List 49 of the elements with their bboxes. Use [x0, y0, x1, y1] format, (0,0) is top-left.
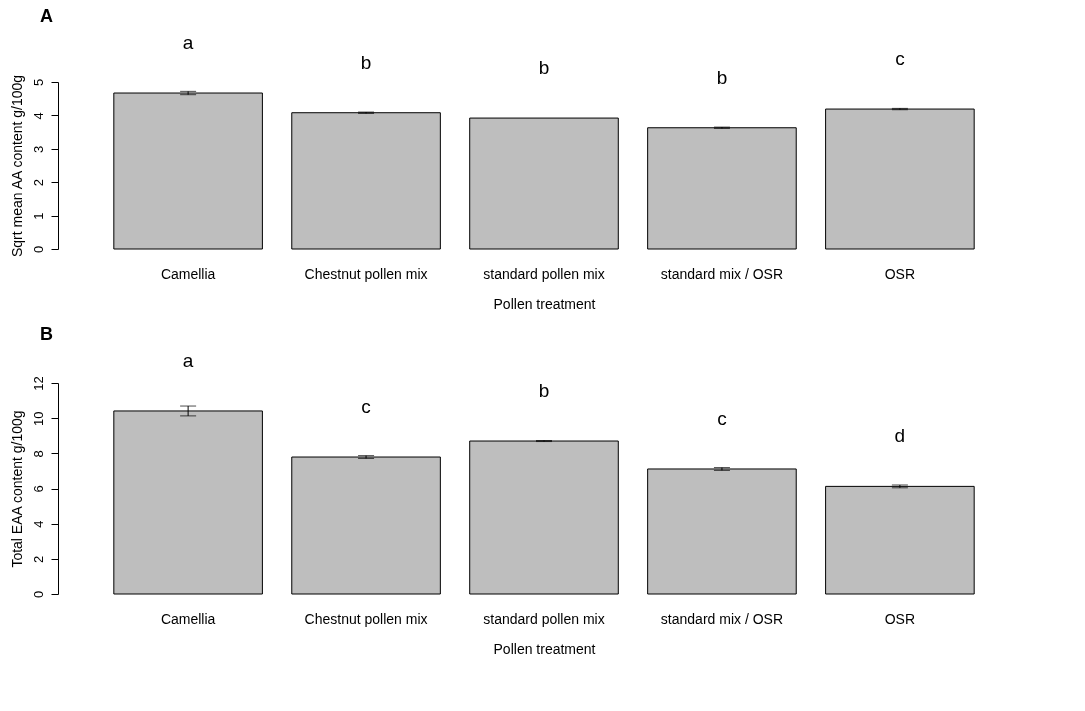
- y-tick-label: 6: [30, 485, 46, 493]
- x-axis-title: Pollen treatment: [493, 640, 596, 657]
- y-axis-title: Total EAA content g/100g: [8, 410, 25, 568]
- x-tick-label: Camellia: [160, 265, 216, 282]
- bar: [825, 485, 975, 595]
- bar: [113, 410, 263, 595]
- y-tick-label: 1: [30, 212, 46, 220]
- text: b: [360, 51, 372, 73]
- y-tick-label: 5: [30, 78, 46, 87]
- annotation: b: [716, 66, 728, 88]
- y-tick-label: 4: [30, 112, 46, 120]
- x-tick-label: OSR: [884, 610, 916, 627]
- y-tick-label: 12: [30, 376, 46, 391]
- text: a: [182, 349, 194, 371]
- bar: [825, 108, 975, 250]
- y-axis-title: Sqrt mean AA content g/100g: [8, 74, 25, 258]
- y-tick-label: 0: [30, 590, 46, 599]
- y-tick-label: 8: [30, 450, 46, 458]
- annotation: c: [361, 396, 371, 418]
- bar: [291, 456, 441, 595]
- bar: [113, 92, 263, 250]
- bar: [291, 112, 441, 250]
- bar: [469, 440, 619, 595]
- y-tick-label: 10: [30, 411, 46, 426]
- text: a: [182, 32, 194, 54]
- y-tick-label: 4: [30, 520, 46, 528]
- annotation: c: [717, 407, 727, 429]
- annotation: b: [538, 380, 550, 402]
- x-tick-label: Chestnut pollen mix: [304, 610, 428, 627]
- x-tick-label: Chestnut pollen mix: [304, 265, 428, 282]
- annotation: d: [894, 425, 906, 447]
- y-tick-label: 3: [30, 145, 46, 153]
- x-tick-label: Camellia: [160, 610, 216, 627]
- x-tick-label: standard pollen mix: [483, 265, 605, 282]
- x-tick-label: standard mix / OSR: [660, 610, 784, 627]
- y-tick-label: 2: [30, 179, 46, 187]
- x-tick-label: OSR: [884, 265, 916, 282]
- x-tick-label: standard mix / OSR: [660, 265, 784, 282]
- y-tick-label: 0: [30, 245, 46, 254]
- bar: [647, 468, 797, 595]
- text: b: [538, 57, 550, 79]
- text: c: [895, 48, 905, 70]
- bar: [647, 127, 797, 250]
- x-axis-title: Pollen treatment: [493, 295, 596, 312]
- bar: [469, 117, 619, 250]
- y-tick-label: 2: [30, 555, 46, 563]
- chart-title: B: [40, 323, 53, 344]
- x-tick-label: standard pollen mix: [483, 610, 605, 627]
- chart-title: A: [40, 6, 53, 27]
